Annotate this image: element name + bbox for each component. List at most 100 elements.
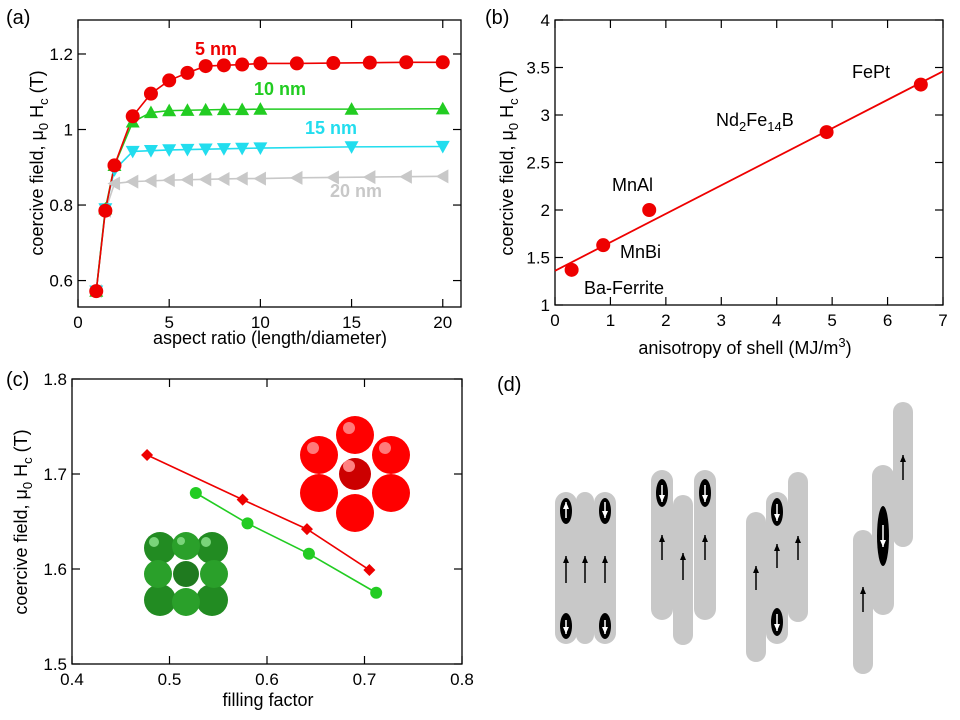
c-xtick-label: 0.8 [450, 670, 474, 689]
c-ytick-label: 1.5 [43, 655, 67, 674]
b-xtick-label: 2 [661, 311, 670, 330]
arrow-head [880, 540, 886, 547]
arrow-head [582, 556, 588, 563]
arrow-head [753, 566, 759, 573]
panel-b-ylabel: coercive field, μ0 Hc (T) [497, 70, 521, 255]
c-xtick-label: 0.7 [353, 670, 377, 689]
a-point [399, 169, 412, 184]
annotation-20nm: 20 nm [330, 181, 382, 201]
c-ytick-label: 1.6 [43, 560, 67, 579]
arrow-head [680, 553, 686, 560]
a-series-line [95, 107, 443, 292]
a-xtick-label: 20 [433, 313, 452, 332]
b-xtick-label: 6 [883, 311, 892, 330]
arrow-head [774, 624, 780, 631]
a-point [198, 143, 213, 157]
b-ytick-label: 3 [541, 106, 550, 125]
a-point [289, 170, 303, 185]
c-ytick-label: 1.7 [43, 465, 67, 484]
c-point [370, 586, 383, 599]
a-xtick-label: 10 [251, 313, 270, 332]
a-point [125, 145, 140, 159]
a-point [98, 203, 113, 218]
a-point [253, 171, 266, 186]
label-ba-ferrite: Ba-Ferrite [584, 278, 664, 298]
a-point [143, 105, 158, 119]
a-point [253, 56, 268, 71]
a-point [216, 143, 231, 156]
panel-d: (d) [497, 374, 913, 674]
a-point [235, 102, 250, 116]
a-point [198, 172, 212, 187]
arrow-head [900, 455, 906, 462]
panel-c: (c) 0.4 0.5 0.6 0.7 0.8 1.5 1.6 1.7 1.8 filling … [6, 369, 474, 710]
b-xtick-label: 1 [606, 311, 615, 330]
annotation-5nm: 5 nm [195, 39, 237, 59]
c-series-line [146, 454, 370, 571]
hexagonal-bundle-illustration [300, 416, 410, 532]
arrow-head [774, 544, 780, 551]
c-point [302, 547, 315, 560]
a-point [143, 86, 158, 101]
a-point [362, 55, 377, 70]
a-point [326, 56, 341, 71]
c-xtick-label: 0.6 [255, 670, 279, 689]
b-point [913, 77, 928, 92]
a-point [162, 103, 177, 117]
arrow-head [702, 535, 708, 542]
a-point [399, 55, 414, 70]
b-point [642, 203, 657, 217]
arrow-head [860, 587, 866, 594]
a-point [180, 143, 195, 157]
arrow-head [702, 495, 708, 502]
a-point [435, 140, 450, 154]
a-point [162, 144, 177, 157]
a-point [180, 172, 194, 187]
arrow-head [602, 556, 608, 563]
a-series-line [95, 61, 443, 292]
c-point [189, 487, 202, 499]
a-point [216, 102, 231, 116]
a-point [344, 102, 359, 115]
b-ytick-label: 1.5 [526, 249, 550, 268]
panel-c-label: (c) [6, 369, 29, 391]
c-point [141, 449, 154, 461]
panel-a-ylabel: coercive field, μ0 Hc (T) [27, 70, 51, 255]
a-point [235, 57, 250, 72]
b-fit-line [554, 70, 944, 272]
a-point [435, 55, 450, 70]
a-point [180, 65, 195, 80]
magnetization-arrows [563, 455, 906, 634]
arrow-head [774, 514, 780, 521]
annotation-10nm: 10 nm [254, 79, 306, 99]
a-point [107, 176, 121, 191]
a-ytick-label: 0.8 [49, 196, 73, 215]
a-point [198, 59, 213, 74]
label-mnbi: MnBi [620, 242, 661, 262]
a-ytick-label: 0.6 [49, 272, 73, 291]
panel-a-label: (a) [6, 7, 30, 29]
b-xtick-label: 3 [717, 311, 726, 330]
label-mnal: MnAl [612, 175, 653, 195]
panel-b-label: (b) [485, 7, 509, 29]
arrow-head [602, 627, 608, 634]
b-point [596, 238, 611, 253]
a-point [216, 58, 231, 73]
a-point [435, 169, 449, 184]
b-point [819, 125, 834, 140]
a-point [235, 142, 250, 156]
a-point [143, 145, 158, 158]
arrow-head [563, 627, 569, 634]
b-ytick-label: 1 [541, 296, 550, 315]
b-xtick-label: 4 [772, 311, 781, 330]
c-xtick-label: 0.5 [158, 670, 182, 689]
a-point [89, 284, 104, 299]
arrow-head [795, 536, 801, 543]
panel-a: (a) 0 5 10 15 20 0.6 0.8 1 1.2 aspect ratio (len… [6, 7, 462, 348]
panel-a-xlabel: aspect ratio (length/diameter) [153, 328, 387, 348]
a-series-line [95, 145, 443, 292]
panel-c-ylabel: coercive field, μ0 Hc (T) [11, 429, 35, 614]
label-nd2fe14b: Nd2Fe14B [716, 110, 794, 134]
a-point [162, 73, 177, 88]
